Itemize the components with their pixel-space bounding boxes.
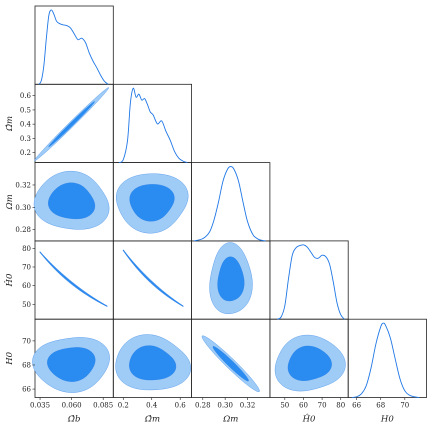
contour-outer-omega_m_hat-vs-h0_hat bbox=[122, 249, 184, 307]
x-tick-label-omega_m-1: 0.30 bbox=[217, 402, 233, 410]
y-tick-label-omega_m_hat-2: 0.4 bbox=[20, 121, 32, 129]
x-axis-label-omega_m_hat: Ω̂m bbox=[144, 414, 160, 425]
contour-inner-omega_b-vs-h0 bbox=[47, 347, 96, 382]
contour-inner-omega_m-vs-h0_hat bbox=[217, 256, 245, 302]
panels-layer bbox=[32, 5, 427, 398]
y-tick-label-h0-1: 68 bbox=[22, 361, 31, 369]
panel-omega_b-vs-h0_hat-frame bbox=[34, 240, 114, 320]
marginal-curve-omega_b bbox=[38, 9, 109, 85]
y-tick-label-omega_m_hat-1: 0.3 bbox=[20, 135, 31, 143]
x-tick-label-h0-2: 70 bbox=[400, 402, 409, 410]
x-tick-label-omega_b-2: 0.085 bbox=[93, 402, 113, 410]
y-tick-label-h0_hat-1: 60 bbox=[22, 282, 31, 290]
marginal-curve-h0_hat bbox=[277, 244, 345, 320]
panel-omega_b-vs-omega_b-frame bbox=[34, 5, 114, 85]
x-tick-label-h0_hat-1: 60 bbox=[299, 402, 308, 410]
y-tick-label-h0_hat-2: 70 bbox=[22, 264, 31, 272]
x-tick-label-h0-1: 68 bbox=[376, 402, 385, 410]
y-tick-label-h0_hat-3: 80 bbox=[22, 245, 31, 253]
x-axis-label-h0: H0 bbox=[380, 415, 394, 425]
y-axis-label-h0_hat: Ĥ0 bbox=[3, 273, 15, 287]
x-tick-label-omega_m_hat-0: 0.2 bbox=[118, 402, 129, 410]
panel-omega_m_hat-vs-omega_m_hat-frame bbox=[112, 83, 193, 164]
x-tick-label-h0_hat-3: 80 bbox=[336, 402, 345, 410]
y-tick-label-omega_m_hat-3: 0.5 bbox=[20, 106, 31, 114]
labels-layer: 0.035 0.060 0.085 Ω̂b 0.2 0.4 0.6 Ω̂m 0.28 0.30 0.… bbox=[3, 92, 409, 424]
contour-inner-omega_b-vs-omega_m_hat bbox=[48, 101, 95, 148]
x-tick-label-h0_hat-0: 50 bbox=[280, 402, 289, 410]
y-tick-label-omega_m_hat-0: 0.2 bbox=[20, 149, 31, 157]
x-axis-label-omega_m: Ωm bbox=[222, 415, 238, 425]
contour-inner-omega_b-vs-omega_m bbox=[48, 182, 96, 220]
y-tick-label-h0-2: 70 bbox=[22, 337, 31, 345]
panel-h0_hat-vs-h0_hat-frame bbox=[269, 240, 349, 320]
marginal-curve-omega_m bbox=[193, 166, 266, 242]
y-tick-label-omega_m-2: 0.32 bbox=[15, 181, 31, 189]
panel-h0-vs-h0-frame bbox=[347, 318, 427, 398]
y-tick-label-omega_m-0: 0.28 bbox=[15, 226, 31, 234]
marginal-curve-omega_m_hat bbox=[118, 87, 188, 164]
marginal-curve-h0 bbox=[351, 322, 420, 398]
contour-outer-omega_b-vs-h0_hat bbox=[39, 251, 108, 307]
x-tick-label-omega_m-0: 0.28 bbox=[195, 402, 211, 410]
contour-inner-omega_m-vs-h0 bbox=[212, 346, 249, 382]
y-tick-label-omega_m_hat-4: 0.6 bbox=[20, 92, 32, 100]
y-tick-label-h0-0: 66 bbox=[22, 386, 31, 394]
x-tick-label-omega_m_hat-1: 0.4 bbox=[146, 402, 158, 410]
y-axis-label-h0: H0 bbox=[5, 351, 15, 365]
y-axis-label-omega_m: Ωm bbox=[5, 194, 15, 210]
x-tick-label-omega_m_hat-2: 0.6 bbox=[175, 402, 187, 410]
x-tick-label-omega_b-1: 0.060 bbox=[62, 402, 82, 410]
contour-inner-omega_m_hat-vs-h0 bbox=[129, 345, 177, 381]
contour-inner-omega_b-vs-h0_hat bbox=[39, 251, 108, 307]
y-tick-label-omega_m-1: 0.30 bbox=[15, 204, 31, 212]
x-tick-label-omega_b-0: 0.035 bbox=[30, 402, 50, 410]
x-axis-label-h0_hat: Ĥ0 bbox=[302, 413, 316, 425]
y-axis-label-omega_m_hat: Ω̂m bbox=[4, 116, 15, 132]
contour-inner-omega_m_hat-vs-h0_hat bbox=[122, 249, 184, 307]
x-tick-label-h0-0: 66 bbox=[352, 402, 361, 410]
x-axis-label-omega_b: Ω̂b bbox=[67, 414, 81, 425]
contour-inner-h0_hat-vs-h0 bbox=[287, 345, 332, 381]
x-tick-label-h0_hat-2: 70 bbox=[318, 402, 327, 410]
y-tick-label-h0_hat-0: 50 bbox=[22, 301, 31, 309]
panel-omega_m-vs-omega_m-frame bbox=[191, 162, 271, 242]
x-tick-label-omega_m-2: 0.32 bbox=[240, 402, 256, 410]
contour-inner-omega_m_hat-vs-omega_m bbox=[129, 184, 175, 222]
